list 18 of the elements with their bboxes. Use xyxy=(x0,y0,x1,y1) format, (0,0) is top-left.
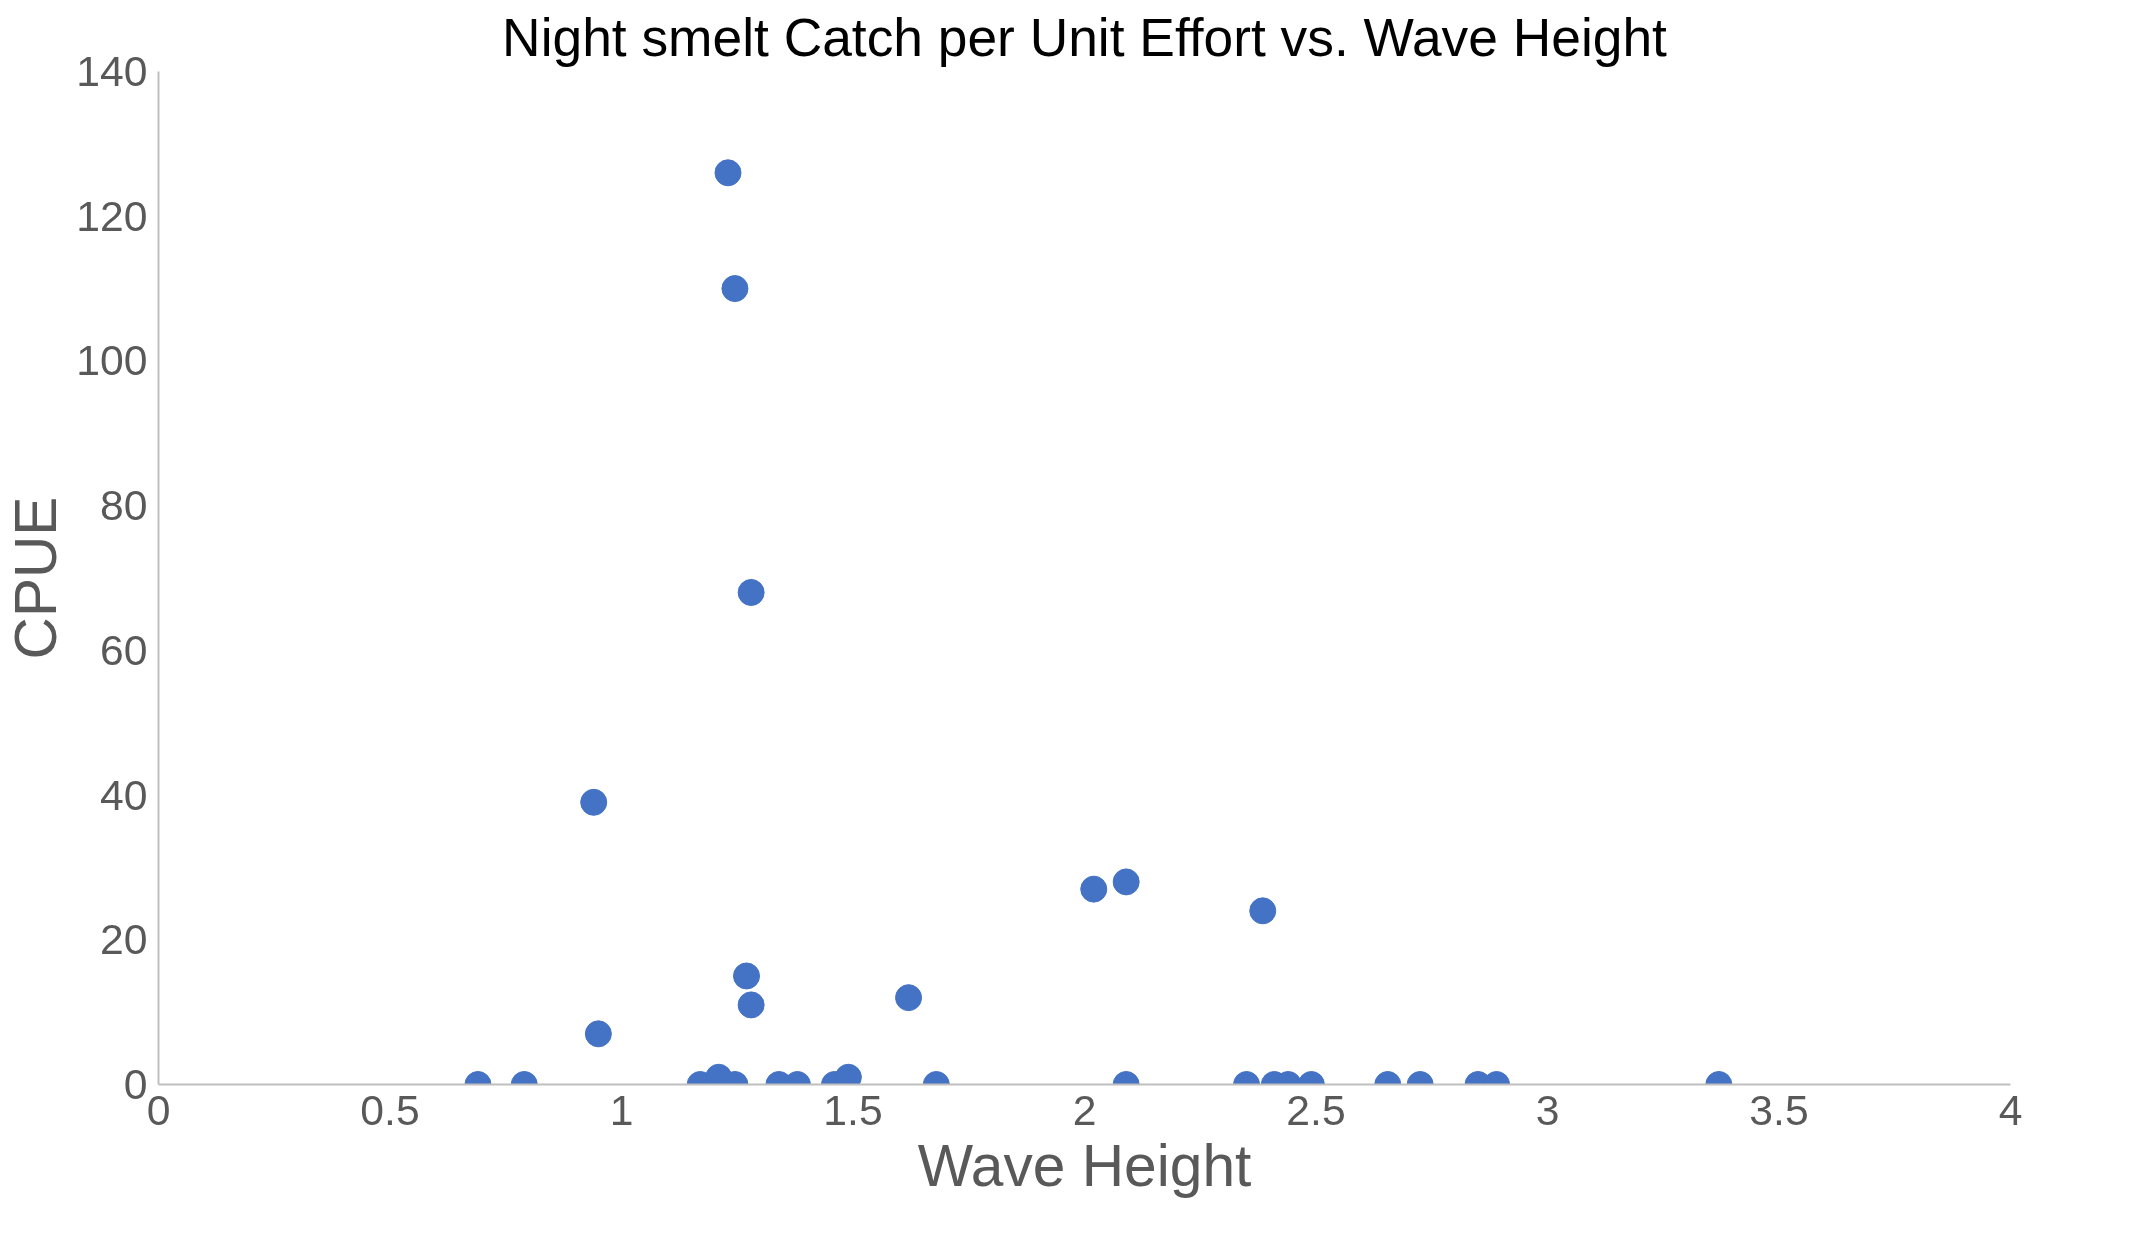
y-tick-label: 60 xyxy=(100,625,148,674)
chart-title: Night smelt Catch per Unit Effort vs. Wave Height xyxy=(502,7,1668,67)
x-tick-label: 0.5 xyxy=(360,1085,420,1134)
x-tick-label: 4 xyxy=(1998,1085,2023,1134)
y-axis-title: CPUE xyxy=(3,496,69,660)
x-tick-label: 2.5 xyxy=(1286,1085,1346,1134)
y-tick-label: 120 xyxy=(76,191,148,240)
y-tick-label: 40 xyxy=(100,770,148,819)
x-tick-label: 2 xyxy=(1072,1085,1097,1134)
x-tick-label: 3.5 xyxy=(1749,1085,1809,1134)
x-tick-label: 3 xyxy=(1535,1085,1560,1134)
x-tick-label: 1 xyxy=(609,1085,634,1134)
x-axis-title: Wave Height xyxy=(917,1132,1252,1198)
x-tick-label: 1.5 xyxy=(823,1085,883,1134)
y-tick-label: 20 xyxy=(100,915,148,964)
y-tick-label: 80 xyxy=(100,481,148,530)
y-tick-label: 140 xyxy=(76,47,148,95)
y-tick-label: 100 xyxy=(76,336,148,385)
